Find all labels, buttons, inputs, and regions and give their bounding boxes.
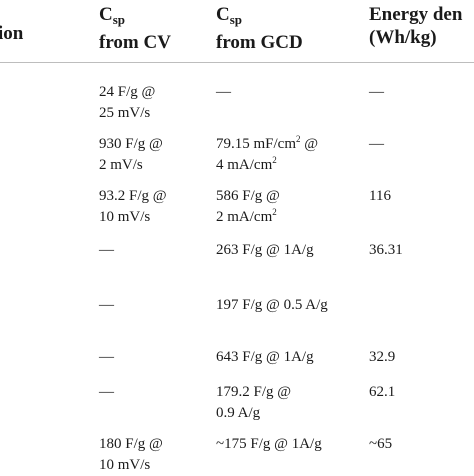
header-csp-cv-method: from CV: [99, 32, 171, 53]
row6-energy: 32.9: [369, 349, 396, 365]
row8-cv: 180 F/g @ 10 mV/s: [99, 434, 163, 476]
header-energy-label: Energy den: [369, 4, 463, 25]
row7-cv: —: [99, 384, 114, 400]
header-rule: [0, 62, 474, 63]
row7-gcd-line2: 0.9 A/g: [216, 405, 261, 421]
header-csp-gcd-base: C: [216, 4, 230, 25]
row1-gcd: —: [216, 82, 231, 103]
row2-gcd: 79.15 mF/cm2 @ 4 mA/cm2: [216, 134, 318, 176]
superscript-two: 2: [296, 134, 301, 144]
header-csp-cv-symbol: Csp: [99, 3, 171, 31]
row2-cv: 930 F/g @ 2 mV/s: [99, 134, 163, 176]
header-csp-cv-sub: sp: [112, 12, 126, 27]
header-energy-density: Energy den (Wh/kg): [369, 3, 462, 49]
row3-cv-line2: 10 mV/s: [99, 209, 151, 225]
row3-gcd: 586 F/g @ 2 mA/cm2: [216, 186, 280, 228]
superscript-two: 2: [272, 207, 277, 217]
row1-gcd-line1: —: [216, 84, 231, 100]
row5-cv: —: [99, 297, 114, 313]
row1-cv-line2: 25 mV/s: [99, 105, 151, 121]
row4-cv: —: [99, 242, 114, 258]
row2-gcd-line2: 4 mA/cm2: [216, 155, 277, 174]
row1-energy: —: [369, 84, 384, 100]
row8-cv-line2: 10 mV/s: [99, 457, 151, 473]
row7-gcd: 179.2 F/g @ 0.9 A/g: [216, 382, 291, 424]
row2-cv-line2: 2 mV/s: [99, 157, 143, 173]
row3-gcd-line2: 2 mA/cm2: [216, 207, 277, 226]
header-csp-gcd-sub: sp: [229, 12, 243, 27]
row8-energy: ~65: [369, 436, 393, 452]
row6-gcd: 643 F/g @ 1A/g: [216, 349, 314, 365]
row2-energy: —: [369, 136, 384, 152]
row1-cv-line1: 24 F/g @: [99, 84, 156, 100]
row6-cv: —: [99, 349, 114, 365]
row3-cv-line1: 93.2 F/g @: [99, 188, 167, 204]
row2-gcd-line1: 79.15 mF/cm2 @: [216, 134, 319, 153]
header-csp-gcd-method: from GCD: [216, 32, 303, 53]
row4-gcd: 263 F/g @ 1A/g: [216, 242, 314, 258]
row7-energy: 62.1: [369, 384, 396, 400]
header-condition-text: ion: [0, 23, 24, 44]
header-condition: ion: [0, 22, 23, 45]
row7-gcd-line1: 179.2 F/g @: [216, 384, 292, 400]
row1-cv: 24 F/g @ 25 mV/s: [99, 82, 155, 124]
row3-cv: 93.2 F/g @ 10 mV/s: [99, 186, 167, 228]
row2-cv-line1: 930 F/g @: [99, 136, 163, 152]
header-csp-cv-base: C: [99, 4, 113, 25]
row8-gcd: ~175 F/g @ 1A/g: [216, 436, 322, 452]
row3-gcd-line1: 586 F/g @: [216, 188, 280, 204]
header-csp-gcd-symbol: Csp: [216, 3, 303, 31]
row4-energy: 36.31: [369, 242, 403, 258]
table-header: ion Csp from CV Csp from GCD Energy den …: [0, 0, 474, 62]
row8-cv-line1: 180 F/g @: [99, 436, 163, 452]
header-csp-gcd: Csp from GCD: [216, 3, 303, 54]
header-energy-unit: (Wh/kg): [369, 27, 437, 48]
superscript-two: 2: [272, 155, 277, 165]
row5-gcd: 197 F/g @ 0.5 A/g: [216, 297, 328, 313]
header-csp-cv: Csp from CV: [99, 3, 171, 54]
row3-energy: 116: [369, 188, 391, 204]
